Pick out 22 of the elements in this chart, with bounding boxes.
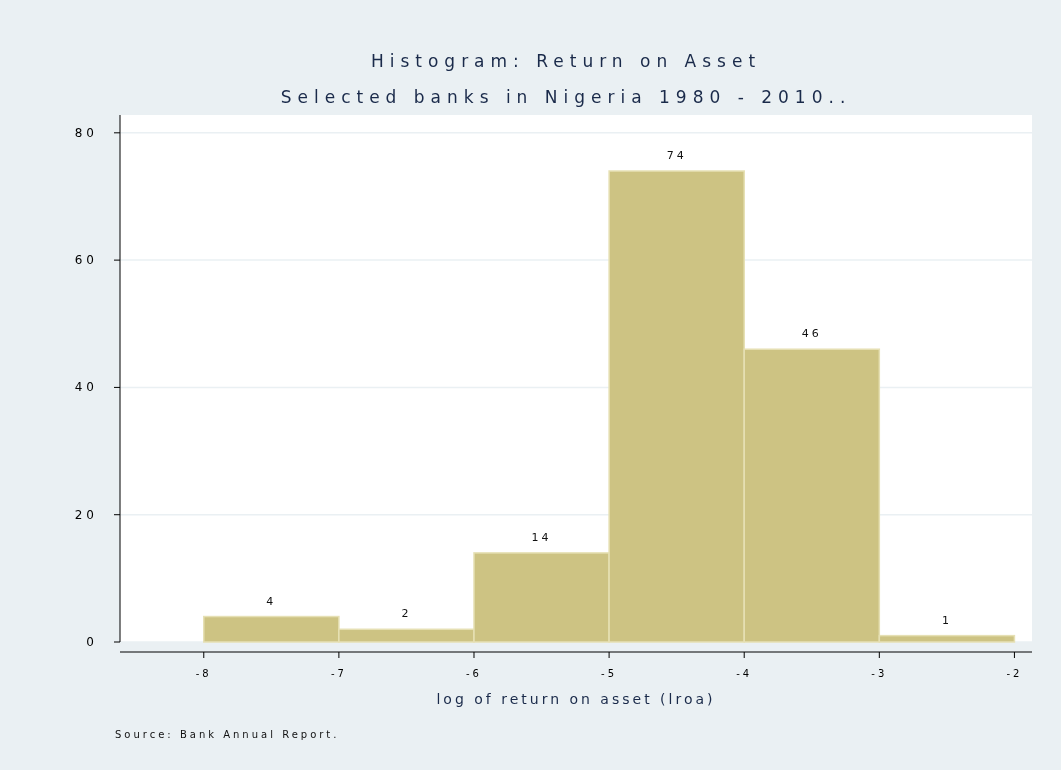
- x-tick-label: -4: [736, 668, 753, 679]
- x-tick-label: -2: [1006, 668, 1023, 679]
- source-note: Source: Bank Annual Report.: [115, 729, 340, 740]
- y-tick-label: 40: [74, 380, 98, 395]
- x-tick-label: -8: [195, 668, 212, 679]
- data-label: 4: [266, 594, 277, 608]
- x-axis-title: log of return on asset (lroa): [436, 691, 716, 707]
- data-label: 74: [666, 149, 687, 163]
- x-tick-label: -7: [330, 668, 347, 679]
- data-label: 46: [801, 327, 822, 341]
- y-tick-label: 20: [74, 507, 98, 522]
- y-tick-label: 0: [86, 635, 98, 649]
- data-label: 1: [941, 613, 952, 627]
- chart-title: Histogram: Return on Asset: [370, 51, 762, 71]
- x-tick-label: -6: [466, 668, 482, 679]
- x-tick-label: -5: [601, 668, 618, 679]
- y-tick-label: 60: [74, 253, 98, 268]
- chart-subtitle: Selected banks in Nigeria 1980 - 2010..: [280, 87, 852, 107]
- data-label: 2: [401, 607, 412, 621]
- data-label: 14: [531, 530, 552, 544]
- y-tick-label: 80: [74, 125, 98, 140]
- x-tick-label: -3: [871, 668, 888, 679]
